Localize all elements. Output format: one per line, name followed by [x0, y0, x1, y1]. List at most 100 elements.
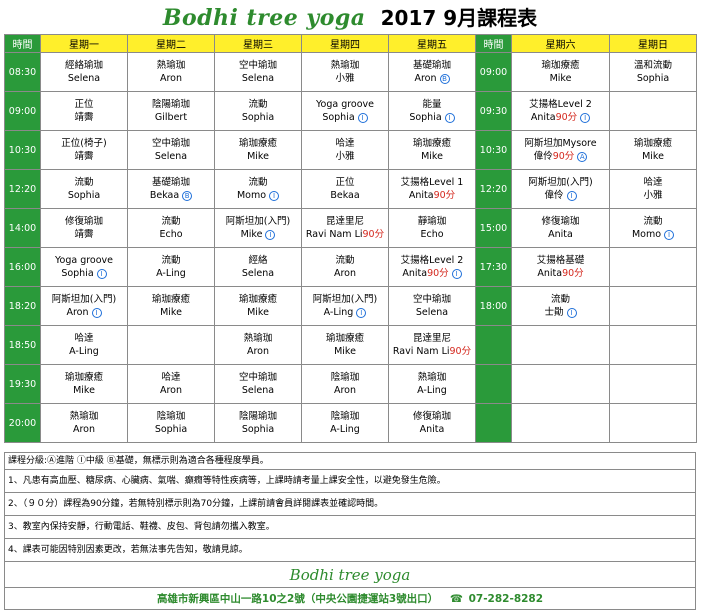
class-cell-thu[interactable]: 陰瑜珈 A-Ling [301, 403, 389, 443]
class-cell-sun [609, 286, 697, 326]
teacher-line: Selena [128, 150, 214, 163]
class-cell-sat[interactable]: 阿斯坦加(入門) 偉伶 I [511, 169, 610, 209]
class-cell-fri[interactable]: 靜瑜珈 Echo [388, 208, 476, 248]
class-cell-thu[interactable]: 熱瑜珈 小雅 [301, 52, 389, 92]
class-cell-mon[interactable]: 流動 Sophia [40, 169, 128, 209]
teacher-line: Aron [41, 423, 127, 436]
class-cell-mon[interactable]: 熱瑜珈 Aron [40, 403, 128, 443]
class-name: 正位 [335, 177, 355, 188]
class-cell-thu[interactable]: 瑜珈療癒 Mike [301, 325, 389, 365]
class-cell-thu[interactable]: 昆達里尼 Ravi Nam Li90分 [301, 208, 389, 248]
class-cell-fri[interactable]: 能量 Sophia I [388, 91, 476, 131]
class-name: 正位(椅子) [61, 138, 107, 149]
class-cell-mon[interactable]: 瑜珈療癒 Mike [40, 364, 128, 404]
teacher-name: Echo [159, 229, 183, 240]
class-cell-mon[interactable]: 經絡瑜珈 Selena [40, 52, 128, 92]
teacher-name: Anita [419, 424, 445, 435]
class-cell-tue[interactable]: 流動 Echo [127, 208, 215, 248]
teacher-name: Selena [241, 268, 275, 279]
class-cell-tue[interactable]: 哈達 Aron [127, 364, 215, 404]
teacher-line: 靖霽 [41, 150, 127, 163]
class-cell-thu[interactable]: 陰瑜珈 Aron [301, 364, 389, 404]
class-cell-wed[interactable]: 熱瑜珈 Aron [214, 325, 302, 365]
class-cell-thu[interactable]: 流動 Aron [301, 247, 389, 287]
teacher-name: A-Ling [323, 307, 354, 318]
class-cell-wed[interactable]: 陰陽瑜珈 Sophia [214, 403, 302, 443]
class-cell-thu[interactable]: 阿斯坦加(入門) A-Ling I [301, 286, 389, 326]
class-cell-wed[interactable]: 瑜珈療癒 Mike [214, 130, 302, 170]
class-cell-fri[interactable]: 修復瑜珈 Anita [388, 403, 476, 443]
class-cell-fri[interactable]: 艾揚格Level 1 Anita90分 [388, 169, 476, 209]
teacher-line: A-Ling [128, 267, 214, 280]
class-cell-sat [511, 364, 610, 404]
class-cell-fri[interactable]: 空中瑜珈 Selena [388, 286, 476, 326]
teacher-line: Sophia [215, 111, 301, 124]
class-cell-tue[interactable]: 熱瑜珈 Aron [127, 52, 215, 92]
class-cell-sat [511, 403, 610, 443]
class-cell-mon[interactable]: 阿斯坦加(入門) Aron I [40, 286, 128, 326]
class-cell-thu[interactable]: Yoga groove Sophia I [301, 91, 389, 131]
class-name: 艾揚格基礎 [536, 255, 585, 266]
teacher-line: Sophia [41, 189, 127, 202]
class-cell-thu[interactable]: 哈達 小雅 [301, 130, 389, 170]
col-header-fri: 星期五 [388, 34, 476, 53]
level-badge: A [577, 151, 588, 162]
class-cell-wed[interactable]: 空中瑜珈 Selena [214, 52, 302, 92]
class-cell-mon[interactable]: 正位 靖霽 [40, 91, 128, 131]
class-cell-mon[interactable]: Yoga groove Sophia I [40, 247, 128, 287]
class-cell-mon[interactable]: 正位(椅子) 靖霽 [40, 130, 128, 170]
teacher-line: Mike [610, 150, 696, 163]
class-cell-fri[interactable]: 艾揚格Level 2 Anita90分 I [388, 247, 476, 287]
class-cell-sat[interactable]: 艾揚格基礎 Anita90分 [511, 247, 610, 287]
time-cell: 19:30 [4, 364, 41, 404]
schedule-row: 08:30 經絡瑜珈 Selena 熱瑜珈 Aron 空中瑜珈 Selena 熱瑜珈 小雅 基礎瑜… [4, 52, 697, 92]
class-cell-fri[interactable]: 昆達里尼 Ravi Nam Li90分 [388, 325, 476, 365]
teacher-name: Mike [549, 73, 572, 84]
schedule-row: 10:30 正位(椅子) 靖霽 空中瑜珈 Selena 瑜珈療癒 Mike 哈達 小雅 瑜珈療癒 M… [4, 130, 697, 170]
teacher-line: A-Ling [302, 423, 388, 436]
class-cell-tue[interactable]: 基礎瑜珈 Bekaa B [127, 169, 215, 209]
class-cell-tue[interactable]: 陰瑜珈 Sophia [127, 403, 215, 443]
teacher-name: Sophia [154, 424, 188, 435]
class-cell-wed[interactable]: 流動 Sophia [214, 91, 302, 131]
class-cell-sun[interactable]: 瑜珈療癒 Mike [609, 130, 697, 170]
class-name: 阿斯坦加Mysore [524, 138, 597, 149]
class-cell-sat[interactable]: 瑜珈療癒 Mike [511, 52, 610, 92]
footer-phone[interactable]: 07-282-8282 [468, 593, 544, 605]
class-cell-wed[interactable]: 流動 Momo I [214, 169, 302, 209]
class-name: 空中瑜珈 [238, 372, 277, 383]
class-cell-sat[interactable]: 阿斯坦加Mysore 偉伶90分 A [511, 130, 610, 170]
class-cell-wed[interactable]: 阿斯坦加(入門) Mike I [214, 208, 302, 248]
class-cell-sat[interactable]: 修復瑜珈 Anita [511, 208, 610, 248]
class-cell-mon[interactable]: 哈達 A-Ling [40, 325, 128, 365]
class-cell-wed[interactable]: 空中瑜珈 Selena [214, 364, 302, 404]
teacher-line: Aron I [41, 306, 127, 319]
class-name: Yoga groove [315, 99, 375, 110]
class-cell-wed[interactable]: 瑜珈療癒 Mike [214, 286, 302, 326]
class-cell-fri[interactable]: 熱瑜珈 A-Ling [388, 364, 476, 404]
class-cell-tue[interactable]: 空中瑜珈 Selena [127, 130, 215, 170]
footer-address: 高雄市新興區中山一路10之2號（中央公園捷運站3號出口） [156, 593, 439, 605]
class-cell-mon[interactable]: 修復瑜珈 靖霽 [40, 208, 128, 248]
weekend-time-cell: 09:30 [475, 91, 512, 131]
class-cell-sun[interactable]: 溫和流動 Sophia [609, 52, 697, 92]
class-cell-sun[interactable]: 哈達 小雅 [609, 169, 697, 209]
class-cell-tue[interactable]: 瑜珈療癒 Mike [127, 286, 215, 326]
class-cell-tue[interactable]: 陰陽瑜珈 Gilbert [127, 91, 215, 131]
time-cell: 14:00 [4, 208, 41, 248]
class-cell-thu[interactable]: 正位 Bekaa [301, 169, 389, 209]
class-cell-tue[interactable]: 流動 A-Ling [127, 247, 215, 287]
class-name: 瑜珈療癒 [541, 60, 580, 71]
class-cell-fri[interactable]: 基礎瑜珈 Aron B [388, 52, 476, 92]
teacher-name: 小雅 [335, 151, 355, 162]
class-cell-sat[interactable]: 艾揚格Level 2 Anita90分 I [511, 91, 610, 131]
class-cell-wed[interactable]: 經絡 Selena [214, 247, 302, 287]
class-name: 阿斯坦加(入門) [225, 216, 291, 227]
schedule-title: 2017 9月課程表 [380, 6, 538, 30]
class-cell-fri[interactable]: 瑜珈療癒 Mike [388, 130, 476, 170]
teacher-name: Sophia [61, 268, 94, 279]
class-cell-sun[interactable]: 流動 Momo I [609, 208, 697, 248]
class-name: 陰瑜珈 [156, 411, 186, 422]
class-cell-sat[interactable]: 流動 士勛 I [511, 286, 610, 326]
page-title: Bodhi tree yoga 2017 9月課程表 [4, 2, 696, 32]
